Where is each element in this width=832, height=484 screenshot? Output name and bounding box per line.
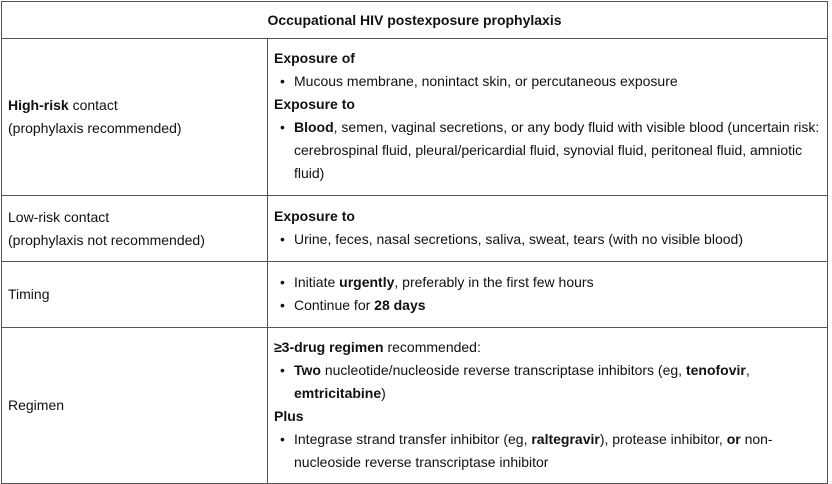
row-label-high-risk: High-risk contact (prophylaxis recommend… (1, 38, 268, 196)
row-content-timing: Initiate urgently, preferably in the fir… (267, 261, 828, 328)
bold-text: Two (294, 361, 321, 378)
text-run: Urine, feces, nasal secretions, saliva, … (294, 230, 743, 247)
bold-text: tenofovir (685, 361, 746, 378)
text-run: recommended: (383, 338, 481, 355)
row-label-regimen: Regimen (1, 327, 268, 484)
list-item: Two nucleotide/nucleoside reverse transc… (280, 359, 821, 405)
row-label-text: contact (68, 97, 118, 113)
bold-text: raltegravir (531, 430, 600, 447)
section-heading: Exposure to (274, 207, 355, 224)
bullet-list: Two nucleotide/nucleoside reverse transc… (274, 359, 821, 405)
text-run: , (745, 361, 750, 378)
row-content-low-risk: Exposure to Urine, feces, nasal secretion… (267, 195, 828, 262)
section-heading: Plus (274, 407, 304, 424)
text-run: nucleotide/nucleoside reverse transcript… (320, 361, 686, 378)
row-label-line2: (prophylaxis not recommended) (8, 231, 205, 248)
row-content-regimen: ≥3-drug regimen recommended:Two nucleoti… (267, 327, 828, 484)
row-label-line1: Low-risk contact (8, 208, 110, 225)
section-heading: Exposure of (274, 50, 355, 66)
bold-text: urgently (339, 273, 395, 290)
list-item: Blood, semen, vaginal secretions, or any… (280, 116, 821, 185)
list-item: Integrase strand transfer inhibitor (eg,… (280, 428, 821, 474)
bold-text: ≥3-drug regimen (274, 338, 384, 355)
bullet-list: Integrase strand transfer inhibitor (eg,… (274, 428, 821, 474)
row-label-timing: Timing (1, 261, 268, 328)
row-label-bold: High-risk (8, 97, 69, 113)
text-run: , semen, vaginal secretions, or any body… (294, 119, 820, 181)
bullet-list: Urine, feces, nasal secretions, saliva, … (274, 228, 821, 251)
table-row-high-risk: High-risk contact (prophylaxis recommend… (1, 38, 828, 196)
bold-text: emtricitabine (294, 384, 382, 401)
section-heading: ≥3-drug regimen recommended: (274, 336, 821, 359)
table-row-timing: Timing Initiate urgently, preferably in … (1, 261, 828, 328)
text-run: , preferably in the first few hours (394, 273, 594, 290)
row-content-high-risk: Exposure of Mucous membrane, nonintact sk… (267, 38, 828, 196)
list-item: Urine, feces, nasal secretions, saliva, … (280, 228, 821, 251)
text-run: Initiate (294, 273, 340, 290)
bold-text: or (726, 430, 741, 447)
text-run: ) (381, 384, 386, 401)
row-label-line2: (prophylaxis recommended) (8, 120, 182, 136)
bullet-list: Initiate urgently, preferably in the fir… (274, 271, 821, 317)
text-run: ), protease inhibitor, (599, 430, 727, 447)
row-label-low-risk: Low-risk contact (prophylaxis not recomm… (1, 195, 268, 262)
text-run: Continue for (294, 296, 375, 313)
bold-text: Blood (294, 119, 334, 135)
table-row-low-risk: Low-risk contact (prophylaxis not recomm… (1, 195, 828, 262)
section-heading: Exposure to (274, 96, 355, 112)
list-item: Mucous membrane, nonintact skin, or perc… (280, 70, 821, 93)
table-title: Occupational HIV postexposure prophylaxi… (1, 1, 828, 39)
table-row-regimen: Regimen ≥3-drug regimen recommended:Two … (1, 327, 828, 484)
bullet-list: Blood, semen, vaginal secretions, or any… (274, 116, 821, 185)
text-run: Integrase strand transfer inhibitor (eg, (294, 430, 532, 447)
bold-text: 28 days (374, 296, 426, 313)
bullet-list: Mucous membrane, nonintact skin, or perc… (274, 70, 821, 93)
list-item: Continue for 28 days (280, 294, 821, 317)
list-item: Initiate urgently, preferably in the fir… (280, 271, 821, 294)
row-label-line1: High-risk contact (8, 94, 261, 117)
text-run: Mucous membrane, nonintact skin, or perc… (294, 73, 678, 89)
